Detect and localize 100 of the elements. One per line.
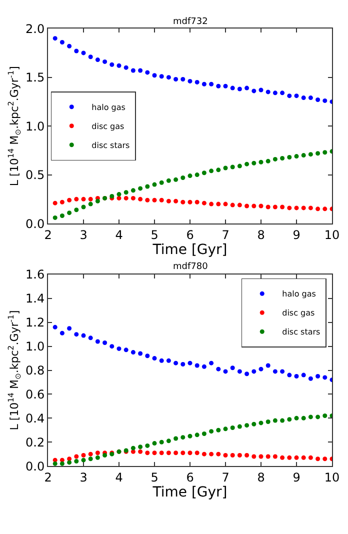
point [287, 206, 292, 210]
x-tick-label: 10 [324, 228, 340, 242]
point [95, 58, 100, 62]
point [74, 459, 79, 464]
point [308, 414, 313, 420]
y-tick-label: 1.0 [26, 340, 45, 354]
point [266, 90, 270, 94]
point [159, 198, 164, 202]
point [152, 73, 157, 78]
point [188, 78, 192, 84]
point [223, 453, 228, 458]
point [67, 460, 72, 465]
point [88, 336, 93, 340]
x-tick-label: 7 [222, 470, 230, 484]
point [308, 152, 313, 157]
point [88, 202, 93, 206]
point [202, 431, 206, 436]
point [145, 198, 150, 202]
point [316, 414, 320, 420]
point [294, 154, 299, 159]
point [252, 454, 256, 459]
point [194, 450, 200, 456]
point [88, 196, 93, 202]
point [194, 363, 200, 368]
legend-label: disc gas [92, 122, 124, 131]
point [202, 170, 206, 176]
point [301, 416, 306, 420]
point [52, 215, 58, 220]
point [130, 196, 136, 200]
legend-label: disc stars [92, 140, 130, 150]
point [209, 360, 214, 366]
point [272, 156, 278, 162]
point [102, 340, 108, 345]
point [88, 54, 93, 60]
point [244, 423, 250, 428]
point [237, 453, 242, 458]
legend-label: halo gas [282, 290, 316, 299]
point [166, 438, 171, 444]
chart-title: mdf732 [173, 17, 208, 27]
point [237, 424, 242, 429]
point [74, 196, 79, 202]
y-tick-label: 2.0 [26, 22, 45, 36]
point [130, 449, 136, 454]
point [52, 200, 58, 206]
point [152, 198, 157, 202]
point [237, 86, 242, 92]
x-tick-label: 6 [186, 228, 194, 242]
x-tick-label: 9 [292, 470, 300, 484]
point [209, 168, 214, 174]
point [272, 418, 278, 423]
x-tick-label: 3 [80, 228, 88, 242]
point [252, 422, 256, 426]
point [280, 418, 285, 423]
point [280, 90, 285, 96]
point [188, 200, 192, 204]
point [209, 82, 214, 86]
x-tick-label: 2 [44, 470, 52, 484]
point [81, 50, 86, 56]
point [223, 166, 228, 170]
point [67, 44, 72, 48]
point [287, 155, 292, 160]
x-tick-label: 5 [150, 470, 158, 484]
point [316, 456, 320, 462]
point [60, 200, 64, 204]
point [152, 182, 157, 187]
point [180, 200, 186, 204]
point [166, 450, 171, 456]
y-tick-label: 0.0 [26, 216, 45, 231]
x-tick-label: 7 [222, 228, 230, 242]
point [266, 419, 270, 424]
point [202, 364, 206, 369]
point [159, 180, 164, 185]
point [81, 458, 86, 462]
x-tick-label: 9 [292, 228, 300, 242]
point [280, 369, 285, 374]
point [316, 97, 320, 102]
point [180, 77, 186, 82]
x-axis-title: Time [Gyr] [152, 242, 228, 258]
point [152, 450, 157, 456]
y-tick-label: 0.4 [26, 411, 45, 426]
x-tick-label: 10 [324, 470, 340, 484]
legend-label: disc stars [282, 328, 320, 337]
point [194, 200, 200, 204]
y-tick-label: 0.6 [26, 387, 45, 402]
point [287, 455, 292, 460]
point [316, 206, 320, 212]
x-tick-label: 4 [115, 470, 123, 484]
x-tick-label: 4 [115, 228, 123, 242]
point [110, 344, 114, 349]
point [230, 164, 235, 170]
y-tick-label: 1.4 [26, 292, 45, 306]
point [138, 449, 143, 454]
point [52, 324, 58, 330]
point [308, 455, 313, 460]
point [258, 454, 264, 459]
point [102, 59, 108, 64]
point [258, 204, 264, 208]
point [180, 450, 186, 456]
point [244, 86, 250, 90]
point [280, 156, 285, 160]
